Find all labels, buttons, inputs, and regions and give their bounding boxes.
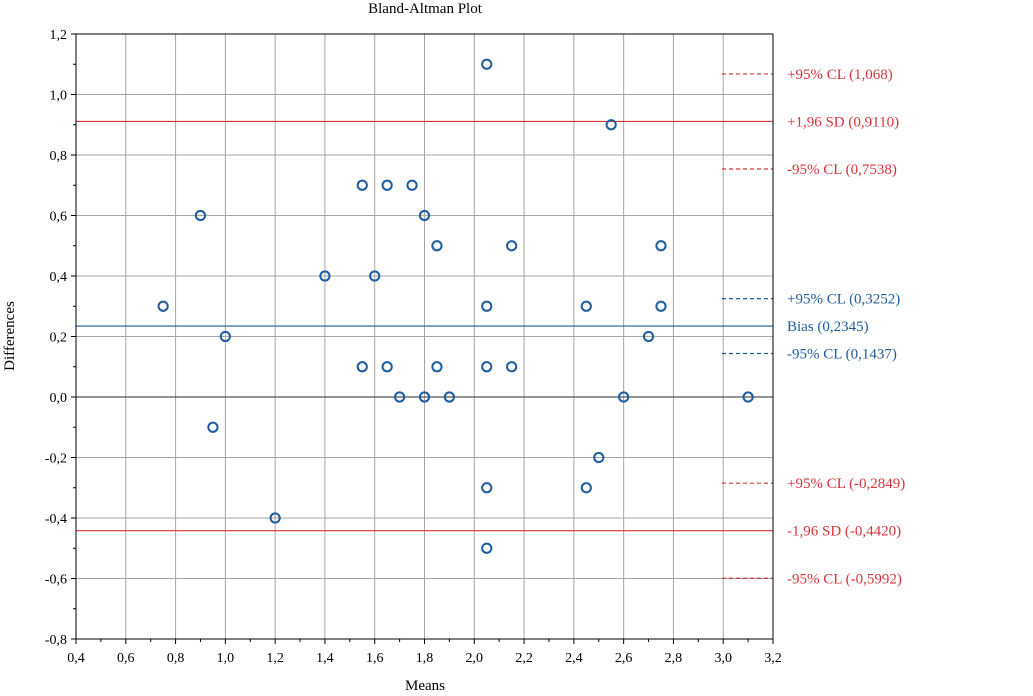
x-tick-label: 3,2 bbox=[764, 651, 782, 666]
data-point bbox=[642, 330, 655, 343]
data-point bbox=[481, 482, 493, 494]
data-point bbox=[394, 391, 406, 403]
chart-title: Bland-Altman Plot bbox=[368, 1, 483, 17]
x-tick-label: 2,6 bbox=[615, 651, 633, 666]
reference-line-label: +95% CL (-0,2849) bbox=[787, 476, 905, 492]
x-axis-label: Means bbox=[405, 678, 445, 694]
x-tick-label: 2,8 bbox=[665, 651, 683, 666]
data-points bbox=[157, 58, 754, 554]
data-point bbox=[605, 119, 617, 131]
data-point bbox=[742, 391, 754, 403]
data-point bbox=[655, 240, 667, 252]
reference-line-label: -95% CL (-0,5992) bbox=[787, 571, 902, 587]
x-tick-label: 2,2 bbox=[515, 651, 533, 666]
data-point bbox=[381, 361, 393, 373]
data-point bbox=[369, 270, 381, 282]
x-tick-label: 0,8 bbox=[167, 651, 185, 666]
data-point bbox=[356, 179, 368, 191]
y-tick-label: -0,2 bbox=[45, 452, 67, 467]
data-point bbox=[319, 270, 331, 282]
data-point bbox=[506, 240, 518, 252]
y-axis-label: Differences bbox=[2, 301, 18, 371]
reference-line-label: +95% CL (0,3252) bbox=[787, 292, 900, 308]
data-point bbox=[418, 391, 431, 403]
data-point bbox=[418, 209, 431, 222]
y-tick-label: 0,8 bbox=[50, 149, 68, 164]
y-tick-label: 1,2 bbox=[50, 28, 68, 43]
data-point bbox=[618, 391, 630, 403]
y-tick-label: 0,4 bbox=[50, 270, 68, 285]
y-tick-labels: 1,2 1,0 0,8 0,6 0,4 0,2 0,0 -0,2 -0,4 -0,6 -0,8 bbox=[45, 28, 76, 648]
data-point bbox=[219, 330, 231, 343]
reference-line-label: +1,96 SD (0,9110) bbox=[787, 114, 899, 130]
data-point bbox=[481, 542, 493, 554]
data-point bbox=[481, 58, 493, 70]
x-tick-label: 1,4 bbox=[316, 651, 334, 666]
data-point bbox=[481, 300, 493, 312]
y-tick-label: -0,6 bbox=[45, 573, 67, 588]
data-point bbox=[580, 482, 592, 494]
x-tick-label: 1,8 bbox=[416, 651, 434, 666]
y-tick-label: -0,4 bbox=[45, 512, 67, 527]
x-tick-label: 0,6 bbox=[117, 651, 135, 666]
x-tick-label: 1,2 bbox=[266, 651, 284, 666]
data-point bbox=[406, 179, 418, 191]
x-tick-label: 1,0 bbox=[217, 651, 235, 666]
reference-line-label: -95% CL (0,7538) bbox=[787, 162, 897, 178]
x-tick-label: 1,6 bbox=[366, 651, 384, 666]
y-tick-label: -0,8 bbox=[45, 633, 67, 648]
y-tick-label: 0,2 bbox=[50, 331, 68, 346]
y-tick-label: 0,6 bbox=[50, 210, 68, 225]
data-point bbox=[593, 451, 605, 464]
data-point bbox=[655, 300, 667, 312]
data-point bbox=[157, 300, 169, 312]
data-point bbox=[269, 512, 281, 524]
data-point bbox=[481, 361, 493, 373]
reference-line-label: -95% CL (0,1437) bbox=[787, 347, 897, 363]
y-tick-label: 0,0 bbox=[50, 391, 68, 406]
data-point bbox=[194, 209, 207, 222]
data-point bbox=[431, 361, 443, 373]
data-point bbox=[580, 300, 592, 312]
x-tick-label: 2,0 bbox=[466, 651, 484, 666]
grid bbox=[76, 34, 773, 639]
reference-line-label: -1,96 SD (-0,4420) bbox=[787, 524, 901, 540]
reference-line-label: Bias (0,2345) bbox=[787, 319, 869, 335]
reference-lines bbox=[76, 73, 773, 579]
data-point bbox=[506, 361, 518, 373]
x-tick-label: 2,4 bbox=[565, 651, 583, 666]
x-tick-label: 3,0 bbox=[714, 651, 732, 666]
x-tick-label: 0,4 bbox=[67, 651, 85, 666]
data-point bbox=[443, 391, 455, 403]
data-point bbox=[381, 179, 393, 191]
data-point bbox=[207, 421, 219, 433]
reference-line-label: +95% CL (1,068) bbox=[787, 67, 893, 83]
data-point bbox=[431, 240, 443, 252]
data-point bbox=[356, 361, 368, 373]
reference-line-labels: +95% CL (1,068) +1,96 SD (0,9110) -95% CL … bbox=[787, 67, 905, 587]
y-tick-label: 1,0 bbox=[50, 89, 68, 104]
x-tick-labels: 0,4 0,6 0,8 1,0 1,2 1,4 1,6 1,8 2,0 2,2 2,4 2,6 2,8 3… bbox=[67, 639, 782, 666]
